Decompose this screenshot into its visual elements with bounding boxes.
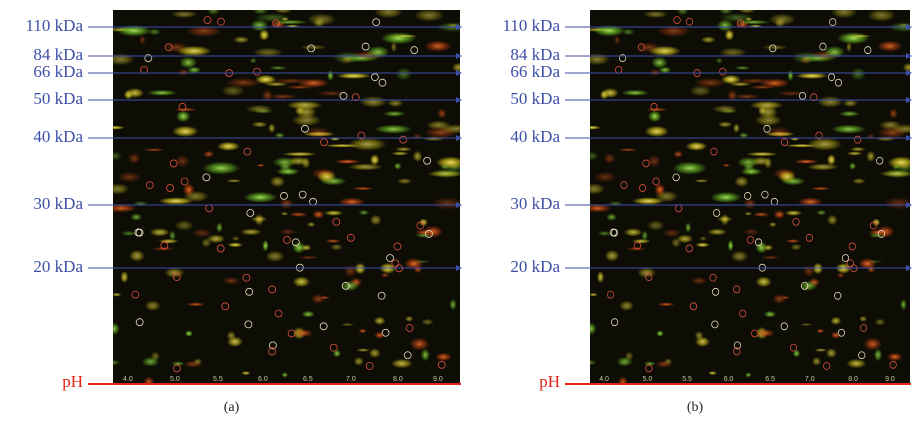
ph-tick: 5.5 [682,376,692,383]
mw-label: 40 kDa [33,127,83,146]
mw-label: 20 kDa [33,257,83,276]
ph-label: pH [539,372,560,391]
ph-tick: 9.0 [433,376,443,383]
ph-tick: 9.0 [885,376,895,383]
mw-label: 20 kDa [510,257,560,276]
mw-label: 40 kDa [510,127,560,146]
ph-tick: 4.0 [599,376,609,383]
ph-label: pH [62,372,83,391]
mw-label: 66 kDa [510,62,560,81]
ph-tick: 6.0 [258,376,268,383]
figure: 110 kDa84 kDa66 kDa50 kDa40 kDa30 kDa20 … [0,0,921,435]
ph-tick: 7.0 [805,376,815,383]
mw-label: 50 kDa [33,89,83,108]
ph-tick: 5.5 [213,376,223,383]
ph-tick: 7.0 [346,376,356,383]
mw-label: 110 kDa [503,16,561,35]
gel-image [106,5,473,388]
mw-label: 30 kDa [33,194,83,213]
ph-tick: 4.0 [123,376,133,383]
panel-label: (b) [687,400,704,415]
ph-tick: 6.5 [765,376,775,383]
mw-label: 30 kDa [510,194,560,213]
gel-image [583,5,921,388]
ph-tick: 5.0 [170,376,180,383]
ph-tick: 8.0 [393,376,403,383]
mw-label: 110 kDa [26,16,84,35]
ph-tick: 5.0 [643,376,653,383]
ph-tick: 6.5 [303,376,313,383]
mw-label: 66 kDa [33,62,83,81]
ph-tick: 8.0 [848,376,858,383]
mw-label: 50 kDa [510,89,560,108]
ph-tick: 6.0 [724,376,734,383]
panel-label: (a) [224,400,240,415]
